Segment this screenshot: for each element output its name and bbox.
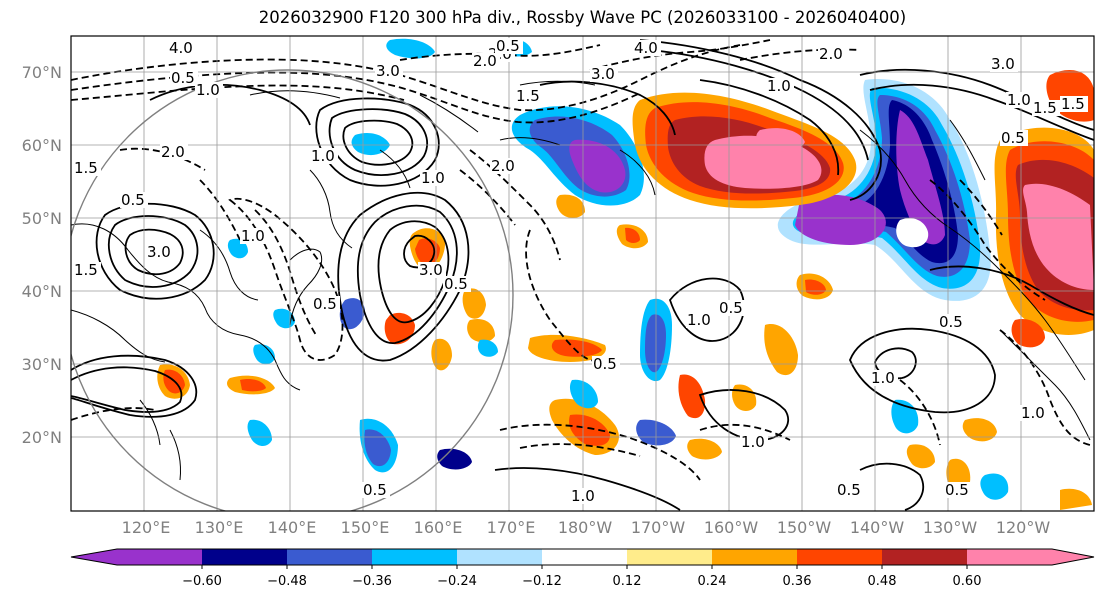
colorbar-level-label: −0.60 bbox=[182, 574, 222, 589]
longitude-label: 160°E bbox=[414, 518, 463, 537]
colorbar-level-label: 0.36 bbox=[783, 574, 812, 589]
longitude-label: 130°W bbox=[923, 518, 978, 537]
contour-label: 0.5 bbox=[1001, 129, 1025, 147]
contour-label: 1.0 bbox=[311, 147, 335, 165]
latitude-label: 70°N bbox=[22, 63, 62, 82]
longitude-label: 140°E bbox=[268, 518, 317, 537]
longitude-label: 180°W bbox=[558, 518, 613, 537]
longitude-label: 120°W bbox=[996, 518, 1051, 537]
map-plot-area: 4.0 2.0 0.5 1.0 3.0 2.0 0.5 4.0 3.0 2.0 … bbox=[71, 36, 1094, 511]
contour-label: 1.0 bbox=[767, 77, 791, 95]
contour-label: 2.0 bbox=[819, 45, 843, 63]
colorbar-segment bbox=[882, 549, 968, 565]
contour-label: 3.0 bbox=[147, 243, 171, 261]
contour-label: 1.0 bbox=[196, 81, 220, 99]
longitude-label: 120°E bbox=[122, 518, 171, 537]
contour-label: 1.5 bbox=[516, 87, 540, 105]
contour-label: 1.0 bbox=[241, 227, 265, 245]
longitude-axis-labels: 120°E 130°E 140°E 150°E 160°E 170°E 180°… bbox=[122, 518, 1051, 537]
contour-label: 0.5 bbox=[171, 69, 195, 87]
contour-label: 0.5 bbox=[496, 37, 520, 55]
colorbar-segment bbox=[287, 549, 373, 565]
colorbar-segment bbox=[202, 549, 288, 565]
latitude-label: 20°N bbox=[22, 428, 62, 447]
colorbar-level-label: 0.60 bbox=[953, 574, 982, 589]
contour-label: 0.5 bbox=[121, 191, 145, 209]
contour-label: 3.0 bbox=[419, 261, 443, 279]
contour-label: 1.0 bbox=[571, 487, 595, 505]
longitude-label: 150°E bbox=[341, 518, 390, 537]
colorbar: −0.60 −0.48 −0.36 −0.24 −0.12 0.12 0.24 … bbox=[70, 548, 1095, 589]
contour-label: 2.0 bbox=[161, 143, 185, 161]
contour-label: 3.0 bbox=[991, 55, 1015, 73]
colorbar-segment bbox=[71, 549, 118, 565]
map-title: 2026032900 F120 300 hPa div., Rossby Wav… bbox=[258, 8, 907, 27]
contour-label: 0.5 bbox=[444, 275, 468, 293]
longitude-label: 130°E bbox=[195, 518, 244, 537]
latitude-label: 50°N bbox=[22, 209, 62, 228]
contour-label: 1.0 bbox=[421, 169, 445, 187]
latitude-label: 60°N bbox=[22, 136, 62, 155]
colorbar-level-label: −0.24 bbox=[437, 574, 477, 589]
contour-label: 0.5 bbox=[945, 481, 969, 499]
contour-label: 3.0 bbox=[376, 62, 400, 80]
plot-frame bbox=[70, 35, 1095, 512]
longitude-label: 150°W bbox=[777, 518, 832, 537]
latitude-axis-labels: 70°N 60°N 50°N 40°N 30°N 20°N bbox=[22, 63, 62, 447]
longitude-label: 160°W bbox=[704, 518, 759, 537]
contour-label: 1.5 bbox=[1061, 95, 1085, 113]
contour-label: 1.0 bbox=[871, 369, 895, 387]
colorbar-level-label: 0.24 bbox=[698, 574, 727, 589]
reference-circle bbox=[71, 69, 514, 511]
contour-label: 0.5 bbox=[313, 295, 337, 313]
coastlines bbox=[71, 80, 1091, 481]
contour-label: 0.5 bbox=[363, 481, 387, 499]
dashed-contours bbox=[71, 39, 1091, 481]
colorbar-level-label: −0.12 bbox=[522, 574, 562, 589]
contour-label: 1.0 bbox=[1021, 404, 1045, 422]
colorbar-level-label: −0.48 bbox=[267, 574, 307, 589]
colorbar-level-label: −0.36 bbox=[352, 574, 392, 589]
contour-label: 0.5 bbox=[939, 313, 963, 331]
colorbar-segment bbox=[967, 549, 1053, 565]
colorbar-segment bbox=[627, 549, 713, 565]
contour-label: 3.0 bbox=[591, 65, 615, 83]
contour-label: 1.0 bbox=[687, 311, 711, 329]
colorbar-segment bbox=[457, 549, 543, 565]
contour-labels: 4.0 2.0 0.5 1.0 3.0 2.0 0.5 4.0 3.0 2.0 … bbox=[73, 37, 1088, 505]
contour-label: 4.0 bbox=[169, 39, 193, 57]
colorbar-level-label: 0.12 bbox=[613, 574, 642, 589]
shaded-divergence-field bbox=[157, 38, 1094, 510]
latitude-label: 30°N bbox=[22, 355, 62, 374]
colorbar-segment bbox=[117, 549, 203, 565]
contour-label: 2.0 bbox=[491, 157, 515, 175]
longitude-label: 140°W bbox=[850, 518, 905, 537]
contour-label: 0.5 bbox=[719, 299, 743, 317]
colorbar-segment bbox=[542, 549, 628, 565]
longitude-label: 170°E bbox=[487, 518, 536, 537]
contour-label: 0.5 bbox=[593, 355, 617, 373]
colorbar-segment bbox=[372, 549, 458, 565]
contour-label: 1.5 bbox=[74, 261, 98, 279]
colorbar-segment bbox=[1052, 549, 1094, 565]
longitude-label: 170°W bbox=[631, 518, 686, 537]
contour-label: 1.0 bbox=[1007, 91, 1031, 109]
contour-label: 4.0 bbox=[634, 39, 658, 57]
latitude-label: 40°N bbox=[22, 282, 62, 301]
colorbar-segment bbox=[712, 549, 798, 565]
contour-label: 1.5 bbox=[74, 159, 98, 177]
contour-label: 1.5 bbox=[1033, 99, 1057, 117]
contour-label: 2.0 bbox=[473, 52, 497, 70]
colorbar-level-label: 0.48 bbox=[868, 574, 897, 589]
colorbar-segment bbox=[797, 549, 883, 565]
contour-label: 1.0 bbox=[741, 433, 765, 451]
contour-label: 0.5 bbox=[837, 481, 861, 499]
